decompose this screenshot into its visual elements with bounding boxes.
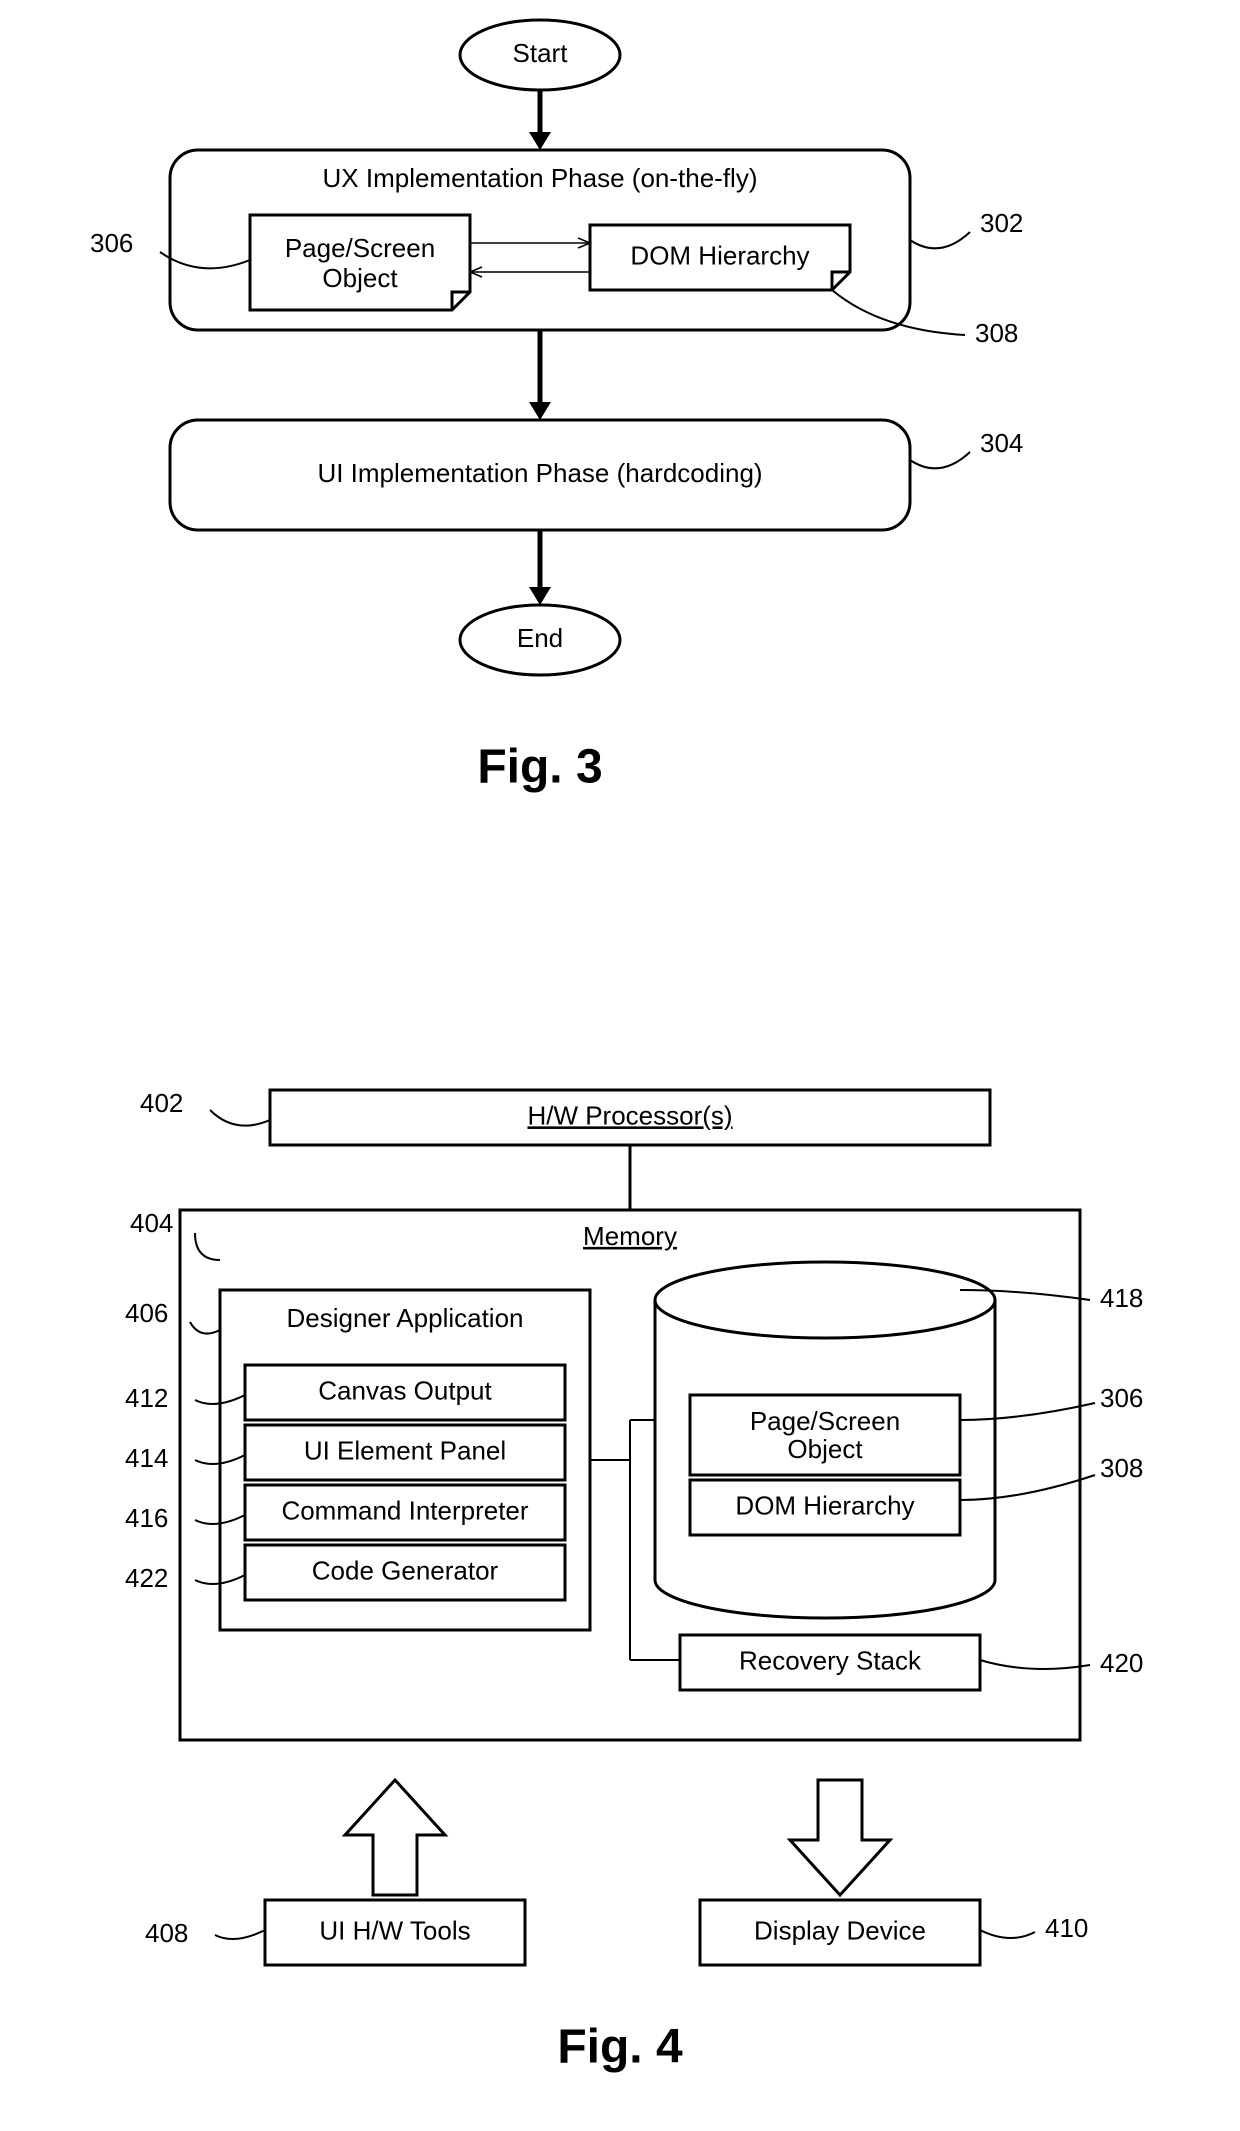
ref-418: 418 — [1100, 1283, 1143, 1313]
db-row-dom-l1: DOM Hierarchy — [735, 1490, 914, 1520]
ref-414: 414 — [125, 1443, 168, 1473]
designer-app-label: Designer Application — [286, 1303, 523, 1333]
app-row-canvas-label: Canvas Output — [318, 1375, 492, 1405]
app-row-codegen-label: Code Generator — [312, 1555, 499, 1585]
fig4-caption: Fig. 4 — [557, 2021, 683, 2074]
db-row-page-l1: Page/Screen — [750, 1406, 900, 1436]
display-device-label: Display Device — [754, 1915, 926, 1945]
end-label: End — [517, 623, 563, 653]
page-doc-line1: Page/Screen — [285, 233, 435, 263]
recovery-stack-label: Recovery Stack — [739, 1645, 922, 1675]
app-row-cmd-label: Command Interpreter — [281, 1495, 528, 1525]
ref-306: 306 — [90, 228, 133, 258]
ref-304: 304 — [980, 428, 1023, 458]
db-row-page-l2: Object — [787, 1434, 863, 1464]
start-label: Start — [513, 38, 569, 68]
ref-416: 416 — [125, 1503, 168, 1533]
ref-402: 402 — [140, 1088, 183, 1118]
ref-302: 302 — [980, 208, 1023, 238]
ui-phase-title: UI Implementation Phase (hardcoding) — [317, 458, 762, 488]
processor-label: H/W Processor(s) — [527, 1100, 732, 1130]
page-doc-line2: Object — [322, 263, 398, 293]
ref-420: 420 — [1100, 1648, 1143, 1678]
ui-hw-tools-label: UI H/W Tools — [319, 1915, 470, 1945]
ux-phase-title: UX Implementation Phase (on-the-fly) — [323, 163, 758, 193]
ref-308: 308 — [975, 318, 1018, 348]
ref-306b: 306 — [1100, 1383, 1143, 1413]
app-row-uipanel-label: UI Element Panel — [304, 1435, 506, 1465]
ref-422: 422 — [125, 1563, 168, 1593]
ref-410: 410 — [1045, 1913, 1088, 1943]
ref-408: 408 — [145, 1918, 188, 1948]
ref-412: 412 — [125, 1383, 168, 1413]
fig3-caption: Fig. 3 — [477, 741, 602, 794]
dom-doc-label: DOM Hierarchy — [630, 240, 809, 270]
ref-308b: 308 — [1100, 1453, 1143, 1483]
ref-404: 404 — [130, 1208, 173, 1238]
memory-label: Memory — [583, 1221, 677, 1251]
ref-406: 406 — [125, 1298, 168, 1328]
